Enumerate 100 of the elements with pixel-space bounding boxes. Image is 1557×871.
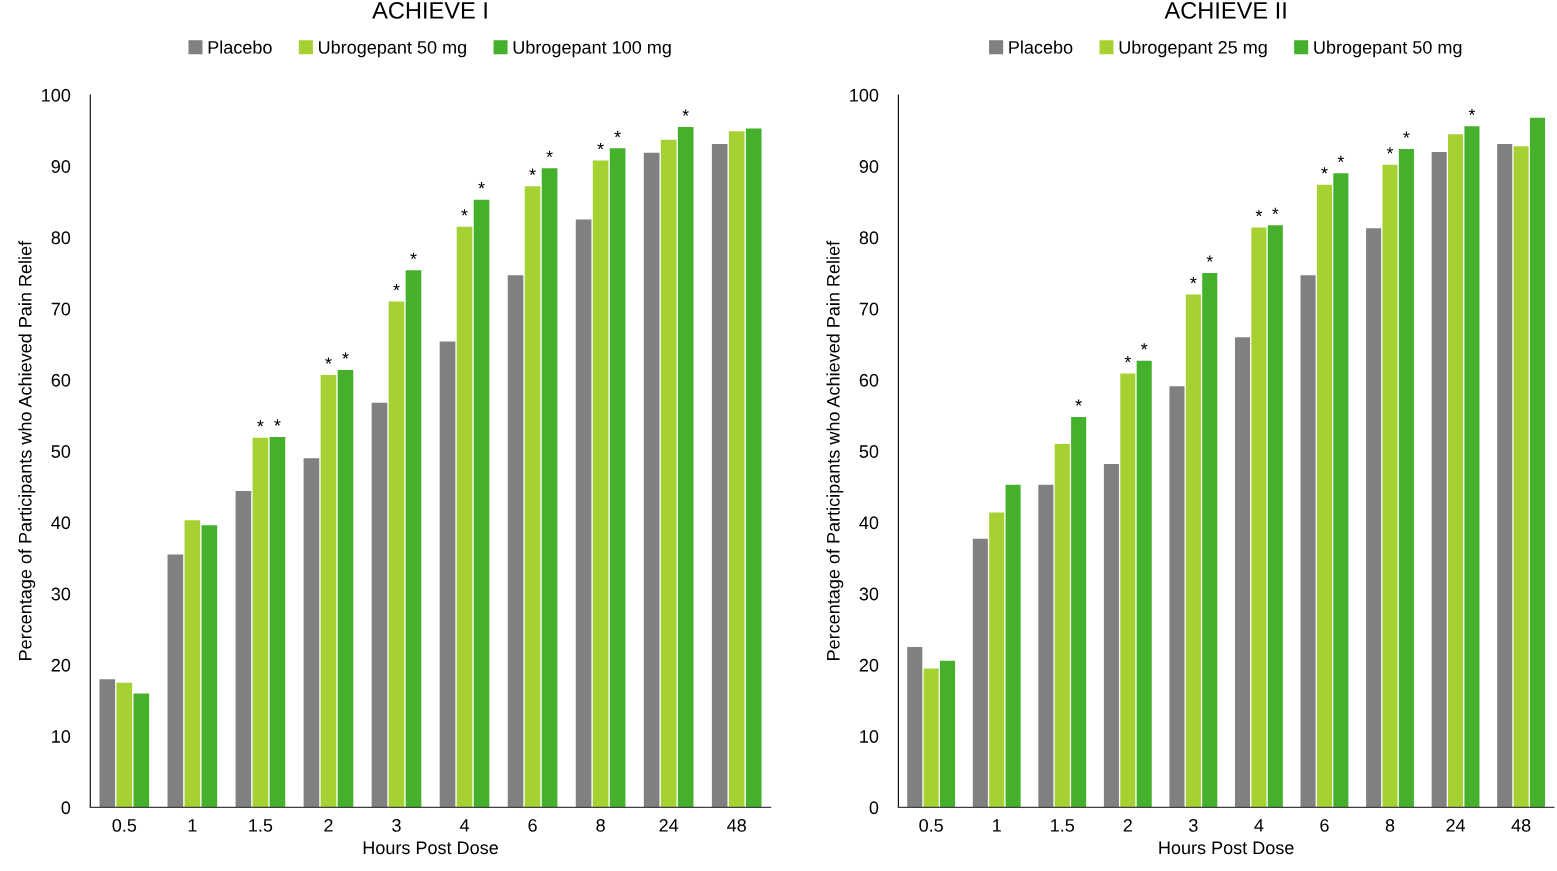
- data-label: *: [393, 284, 400, 291]
- bar: [1448, 134, 1464, 808]
- y-axis-title: Percentage of Participants who Achieved Pain Relief: [826, 240, 844, 660]
- bar: [303, 458, 320, 808]
- y-tick-label: 20: [859, 658, 879, 672]
- bar: [456, 226, 473, 808]
- x-tick-label: 48: [1511, 819, 1531, 832]
- bar: [1071, 416, 1087, 808]
- data-label: *: [257, 420, 264, 427]
- data-label: *: [1321, 167, 1328, 174]
- bar: [592, 160, 609, 808]
- bar: [133, 693, 150, 808]
- x-tick-label: 48: [727, 819, 746, 832]
- bar: [116, 682, 133, 808]
- data-label: *: [1403, 131, 1410, 138]
- x-tick-label: 24: [659, 819, 679, 832]
- bar: [1529, 117, 1546, 808]
- y-tick-label: 40: [51, 516, 71, 530]
- data-label: *: [342, 352, 349, 359]
- y-tick-label: 80: [51, 231, 71, 245]
- data-label: *: [478, 182, 485, 189]
- bar: [1054, 444, 1070, 808]
- legend-label: Placebo: [208, 40, 272, 54]
- chart-title: ACHIEVE II: [1164, 2, 1286, 19]
- bar: [989, 512, 1005, 808]
- bar: [745, 128, 762, 808]
- bar: [473, 199, 490, 808]
- bar: [371, 402, 388, 808]
- bar: [907, 647, 923, 808]
- bar: [940, 660, 956, 808]
- y-tick-label: 30: [859, 587, 879, 601]
- bar: [1202, 273, 1218, 808]
- bar: [575, 219, 592, 808]
- bar: [1234, 337, 1251, 808]
- bar: [972, 538, 988, 808]
- y-tick-label: 70: [51, 302, 71, 316]
- bar: [1382, 164, 1398, 808]
- x-tick-label: 0.5: [919, 819, 943, 832]
- data-label: *: [1075, 399, 1082, 406]
- data-label: *: [1124, 355, 1132, 363]
- bar: [728, 131, 745, 808]
- data-label: *: [614, 130, 621, 138]
- x-tick-label: 1: [993, 819, 1001, 832]
- bar: [337, 369, 354, 808]
- bar: [1366, 228, 1382, 808]
- x-tick-label: 8: [596, 819, 605, 832]
- bar: [1038, 484, 1054, 808]
- data-label: *: [1206, 255, 1213, 262]
- bar: [1333, 173, 1349, 808]
- x-axis-title: Hours Post Dose: [363, 841, 498, 855]
- x-tick-label: 3: [392, 819, 401, 832]
- x-tick-label: 3: [1189, 819, 1198, 832]
- bar: [1513, 146, 1529, 808]
- bar: [167, 554, 184, 808]
- chart-title: ACHIEVE I: [372, 2, 487, 19]
- bar: [923, 668, 939, 808]
- bar: [1464, 126, 1480, 808]
- data-label: *: [274, 419, 281, 426]
- legend-label: Ubrogepant 50 mg: [318, 40, 466, 58]
- data-label: *: [1255, 209, 1263, 217]
- bar: [1169, 386, 1185, 808]
- x-tick-label: 24: [1446, 819, 1466, 832]
- data-label: *: [1140, 343, 1148, 350]
- data-label: *: [1272, 207, 1279, 215]
- y-axis-title: Percentage of Participants who Achieved Pain Relief: [18, 240, 36, 660]
- bar: [1267, 225, 1283, 808]
- x-axis-title: Hours Post Dose: [1159, 841, 1294, 855]
- y-tick-label: 10: [52, 730, 71, 743]
- x-tick-label: 1.5: [249, 819, 273, 832]
- legend-label: Ubrogepant 25 mg: [1119, 40, 1267, 58]
- bar: [711, 144, 728, 808]
- bar: [320, 374, 337, 808]
- bar: [1136, 360, 1152, 808]
- bar: [201, 525, 218, 808]
- y-tick-label: 100: [850, 88, 879, 102]
- data-label: *: [546, 150, 553, 158]
- y-tick-label: 10: [860, 730, 879, 743]
- bar: [1316, 184, 1332, 808]
- y-tick-label: 60: [859, 373, 879, 387]
- bar: [269, 436, 286, 808]
- data-label: *: [325, 357, 332, 364]
- bar: [1251, 227, 1267, 808]
- bar: [1120, 373, 1136, 808]
- data-label: *: [461, 209, 468, 216]
- bar: [660, 139, 677, 808]
- bar: [1005, 484, 1021, 808]
- bar: [1497, 144, 1513, 808]
- x-tick-label: 1.5: [1051, 819, 1075, 832]
- x-tick-label: 4: [459, 819, 470, 832]
- bar: [388, 301, 405, 808]
- x-tick-label: 6: [528, 819, 537, 832]
- y-tick-label: 90: [51, 160, 71, 173]
- bar: [235, 491, 252, 808]
- y-tick-label: 0: [869, 801, 879, 815]
- legend-label: Ubrogepant 50 mg: [1314, 40, 1462, 58]
- bar: [1185, 294, 1201, 808]
- y-tick-label: 40: [859, 516, 879, 530]
- bar: [1431, 151, 1447, 808]
- bar: [405, 270, 422, 808]
- bar: [507, 275, 524, 808]
